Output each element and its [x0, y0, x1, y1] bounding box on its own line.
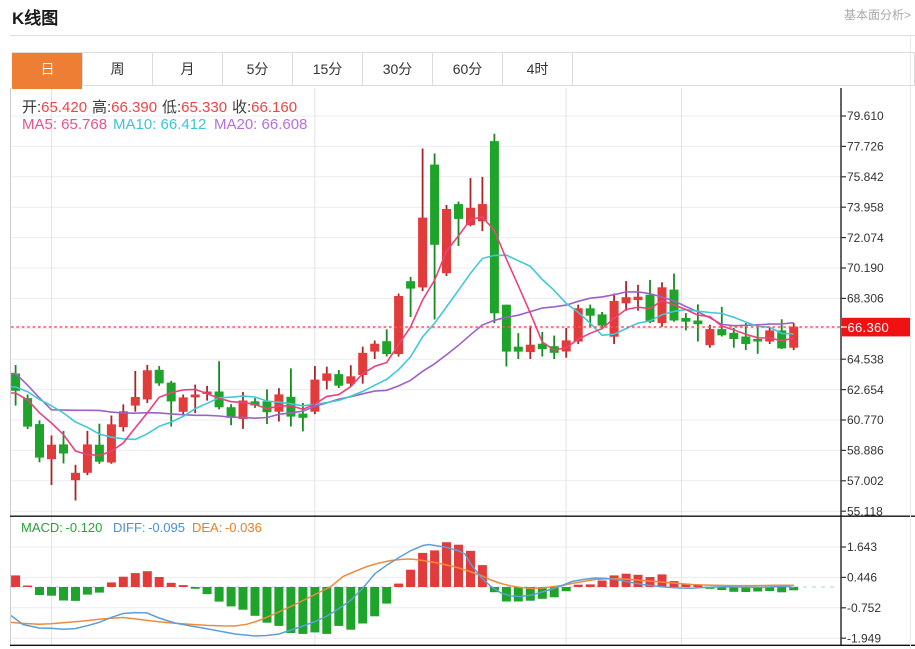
svg-text:64.538: 64.538 [847, 352, 884, 366]
svg-text:60.770: 60.770 [847, 413, 884, 427]
svg-text:62.654: 62.654 [847, 383, 884, 397]
svg-text:73.958: 73.958 [847, 200, 884, 214]
svg-text:79.610: 79.610 [847, 109, 884, 123]
svg-text:66.360: 66.360 [848, 320, 890, 335]
svg-text:1.643: 1.643 [847, 540, 877, 554]
svg-text:-1.949: -1.949 [847, 631, 881, 645]
svg-text:-0.752: -0.752 [847, 601, 881, 615]
svg-text:75.842: 75.842 [847, 170, 884, 184]
svg-text:68.306: 68.306 [847, 292, 884, 306]
svg-text:55.118: 55.118 [847, 504, 883, 518]
svg-text:77.726: 77.726 [847, 140, 884, 154]
svg-text:70.190: 70.190 [847, 261, 884, 275]
svg-text:57.002: 57.002 [847, 474, 884, 488]
svg-text:0.446: 0.446 [847, 571, 877, 585]
svg-text:58.886: 58.886 [847, 444, 884, 458]
svg-text:72.074: 72.074 [847, 231, 884, 245]
